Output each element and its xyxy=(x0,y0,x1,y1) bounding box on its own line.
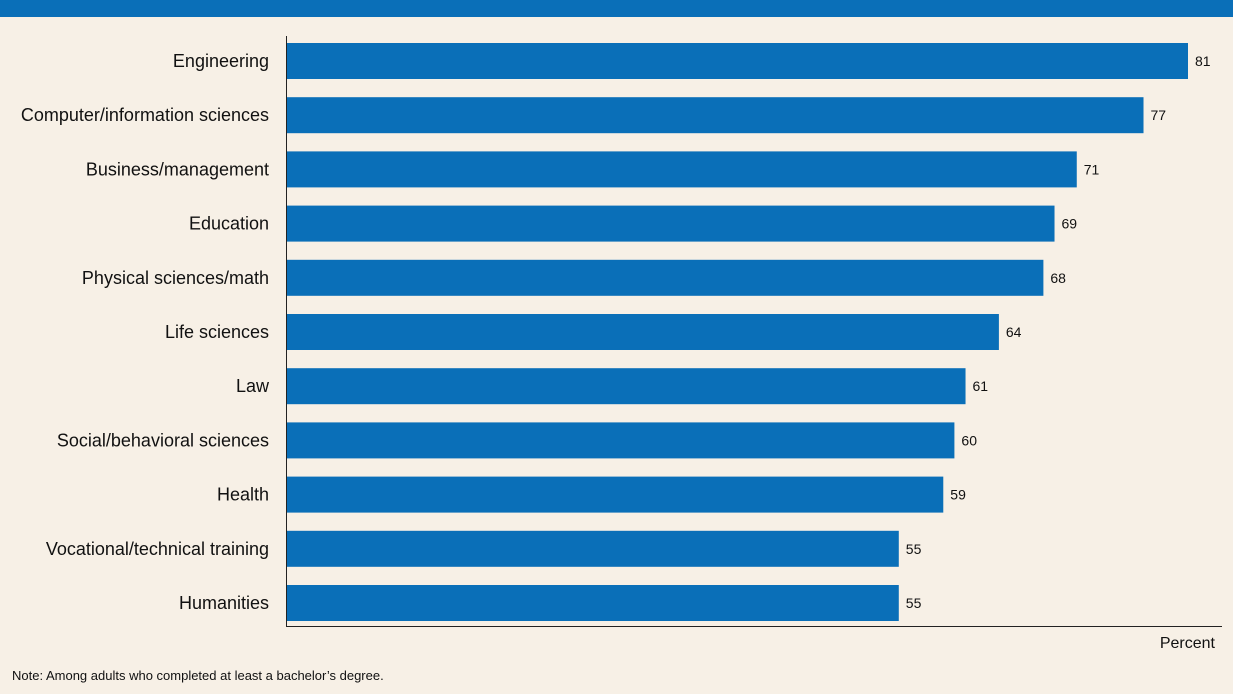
category-label-3: Education xyxy=(189,214,269,234)
category-label-7: Social/behavioral sciences xyxy=(57,430,269,450)
bar-0 xyxy=(287,43,1188,79)
category-label-4: Physical sciences/math xyxy=(82,268,269,288)
value-label-6: 61 xyxy=(973,378,989,394)
category-label-5: Life sciences xyxy=(165,322,269,342)
bar-5 xyxy=(287,314,999,350)
value-label-5: 64 xyxy=(1006,324,1022,340)
value-label-10: 55 xyxy=(906,595,922,611)
bars-group xyxy=(287,43,1188,621)
bar-3 xyxy=(287,205,1055,242)
bar-7 xyxy=(287,422,955,459)
header-bar xyxy=(0,0,1233,17)
category-label-2: Business/management xyxy=(86,159,269,179)
value-label-3: 69 xyxy=(1062,216,1078,232)
category-label-6: Law xyxy=(236,376,270,396)
bar-1 xyxy=(287,97,1144,134)
value-label-9: 55 xyxy=(906,541,922,557)
value-label-7: 60 xyxy=(961,432,977,448)
category-labels-group: Engineering Computer/information sciences… xyxy=(21,51,270,613)
value-label-2: 71 xyxy=(1084,161,1100,177)
bar-6 xyxy=(287,368,966,405)
bar-10 xyxy=(287,585,899,621)
bar-4 xyxy=(287,259,1044,296)
bar-8 xyxy=(287,476,944,513)
bar-9 xyxy=(287,530,899,567)
value-labels-group: 81 77 71 69 68 64 61 60 59 55 55 xyxy=(906,53,1211,611)
category-label-10: Humanities xyxy=(179,593,269,613)
footnote: Note: Among adults who completed at leas… xyxy=(12,668,384,683)
value-label-0: 81 xyxy=(1195,53,1211,69)
category-label-9: Vocational/technical training xyxy=(46,539,269,559)
value-label-8: 59 xyxy=(950,487,966,503)
category-label-0: Engineering xyxy=(173,51,269,71)
value-label-1: 77 xyxy=(1151,107,1167,123)
bar-2 xyxy=(287,151,1077,188)
value-label-4: 68 xyxy=(1050,270,1066,286)
category-label-8: Health xyxy=(217,485,269,505)
x-axis-title: Percent xyxy=(1160,635,1216,652)
category-label-1: Computer/information sciences xyxy=(21,105,269,125)
